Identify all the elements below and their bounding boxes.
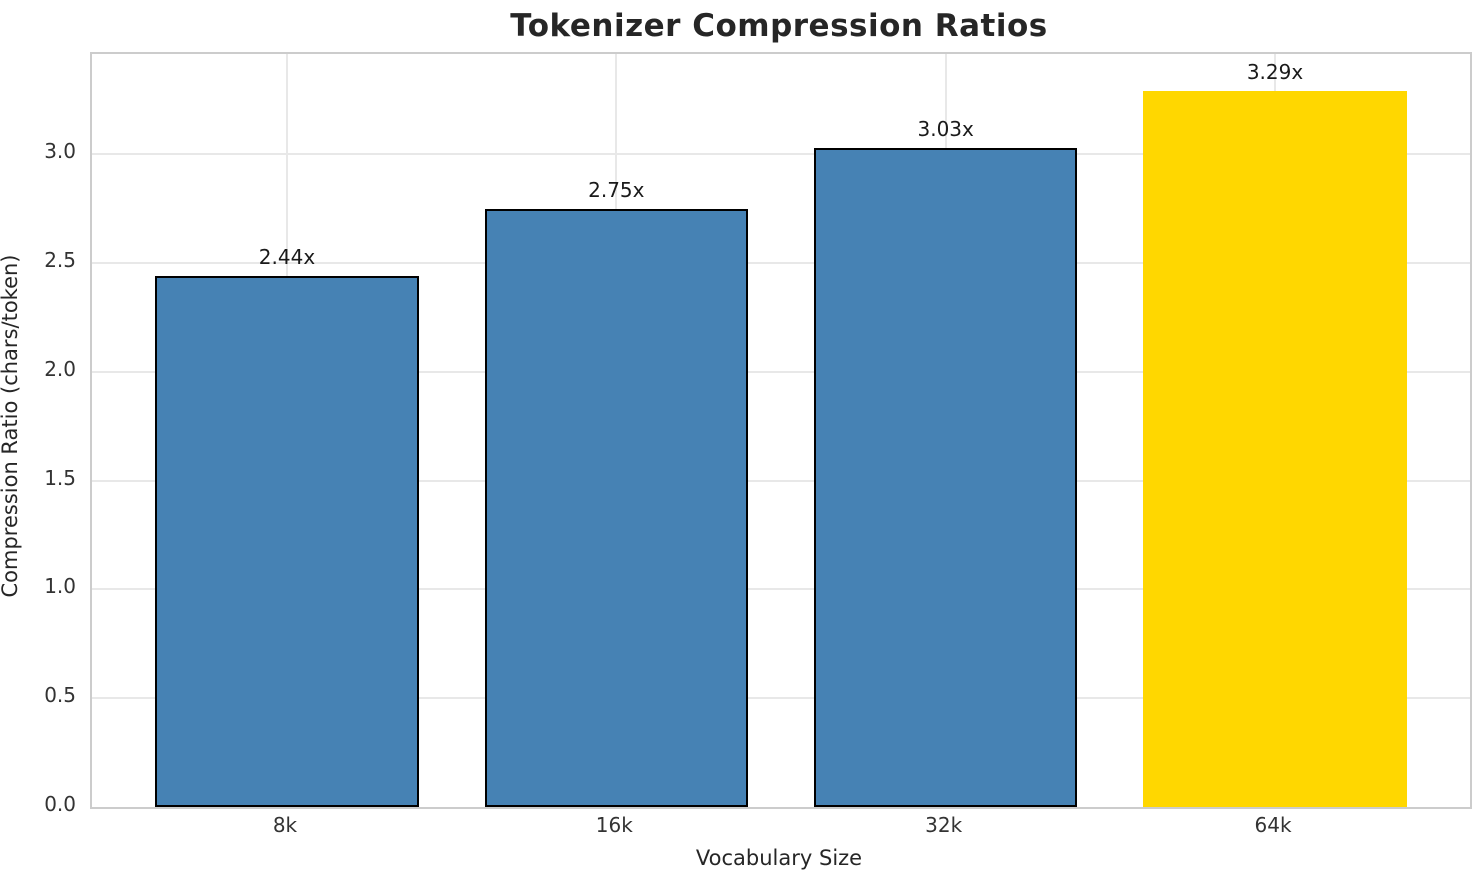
bar-8k: [155, 275, 419, 807]
y-tick-label: 0.5: [44, 683, 76, 708]
x-tick-label: 16k: [595, 813, 633, 837]
h-gridline: [92, 697, 1470, 700]
h-gridline: [92, 153, 1470, 156]
y-tick-label: 1.5: [44, 465, 76, 490]
h-gridline: [92, 479, 1470, 482]
bar-value-label: 3.03x: [917, 116, 974, 141]
bar-value-label: 2.75x: [588, 177, 645, 202]
chart-title: Tokenizer Compression Ratios: [510, 8, 1048, 44]
x-tick-label: 32k: [925, 813, 963, 837]
x-tick-label: 64k: [1254, 813, 1292, 837]
bar-32k: [813, 147, 1078, 807]
bar-16k: [484, 208, 749, 807]
y-tick-label: 2.5: [44, 247, 76, 272]
y-tick-label: 2.0: [44, 356, 76, 381]
y-tick-label: 0.0: [44, 792, 76, 816]
plot-area: 2.44x 2.75x 3.03x 3.29x: [90, 52, 1472, 809]
h-gridline: [92, 588, 1470, 591]
y-axis-label: Compression Ratio (chars/token): [0, 254, 22, 598]
x-axis-label: Vocabulary Size: [695, 846, 863, 870]
h-gridline: [92, 370, 1470, 373]
bar-value-label: 2.44x: [258, 244, 316, 269]
h-gridline: [92, 261, 1470, 264]
bar-value-label: 3.29x: [1246, 60, 1304, 84]
y-tick-label: 3.0: [44, 139, 76, 164]
y-tick-label: 1.0: [44, 574, 76, 599]
x-tick-label: 8k: [272, 813, 298, 837]
bar-64k: [1143, 91, 1407, 807]
